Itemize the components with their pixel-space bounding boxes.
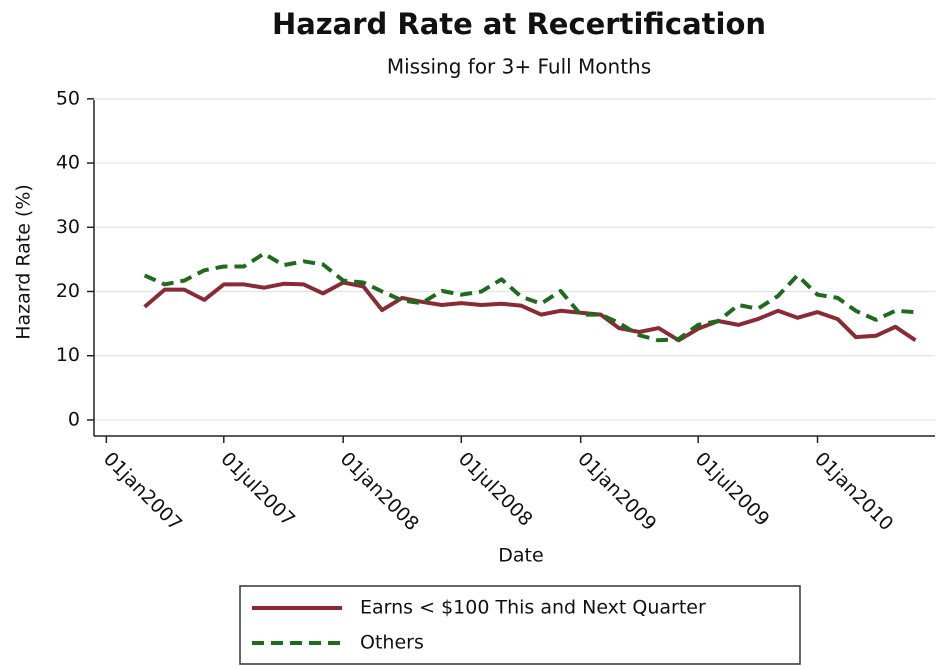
legend-box	[239, 585, 801, 665]
x-tick-label: 01jan2008	[336, 448, 423, 535]
x-tick-label: 01jul2008	[454, 448, 537, 531]
x-tick-label: 01jul2009	[691, 448, 774, 531]
y-tick-label: 50	[56, 87, 80, 109]
series-line	[143, 280, 917, 343]
y-tick-label: 10	[56, 344, 80, 366]
x-tick-label: 01jan2010	[810, 448, 897, 535]
x-tick-label: 01jul2007	[216, 448, 299, 531]
x-axis-label: Date	[498, 545, 543, 567]
chart-title: Hazard Rate at Recertification	[272, 7, 766, 41]
series-line	[143, 251, 916, 343]
y-tick-label: 30	[56, 216, 80, 238]
chart-subtitle: Missing for 3+ Full Months	[387, 55, 651, 79]
y-tick-label: 40	[56, 152, 80, 174]
x-tick-label: 01jan2009	[573, 448, 660, 535]
y-axis-label: Hazard Rate (%)	[13, 184, 35, 340]
legend-label: Earns < $100 This and Next Quarter	[360, 597, 706, 619]
legend-label: Others	[360, 632, 424, 654]
y-tick-label: 0	[68, 408, 80, 430]
x-tick-label: 01jan2007	[99, 448, 186, 535]
y-tick-label: 20	[56, 280, 80, 302]
